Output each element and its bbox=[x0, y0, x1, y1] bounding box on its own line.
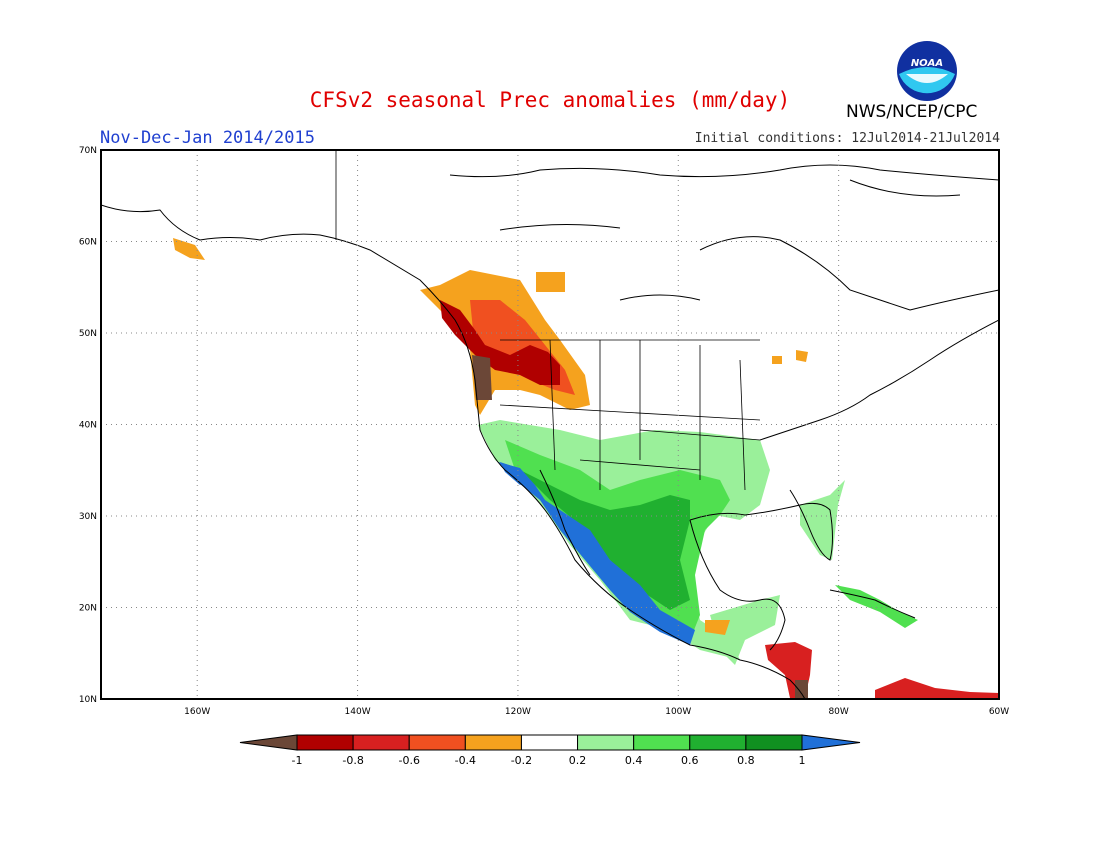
lon-tick-label: 80W bbox=[828, 707, 848, 717]
colorbar-box bbox=[352, 734, 410, 751]
dry-region-orange bbox=[420, 270, 590, 415]
dry-south-america bbox=[875, 678, 999, 699]
colorbar-box bbox=[745, 734, 803, 751]
wet-central-america bbox=[710, 595, 780, 665]
very-wet-mexico-coast bbox=[498, 462, 695, 645]
lat-tick-label: 50N bbox=[79, 329, 97, 339]
colorbar-max-arrow bbox=[801, 734, 861, 751]
coastlines bbox=[101, 164, 999, 699]
lon-tick-label: 140W bbox=[345, 707, 371, 717]
colorbar: -1 -0.8 -0.6 -0.4 -0.2 0.2 0.4 0.6 0.8 1 bbox=[239, 734, 861, 767]
lat-tick-label: 40N bbox=[79, 421, 97, 431]
dry-region-red bbox=[440, 300, 560, 385]
lat-tick-label: 10N bbox=[79, 695, 97, 705]
colorbar-label: 0.4 bbox=[625, 754, 643, 767]
colorbar-box bbox=[689, 734, 747, 751]
colorbar-min-arrow bbox=[239, 734, 298, 751]
colorbar-label: -0.2 bbox=[511, 754, 532, 767]
initial-conditions: Initial conditions: 12Jul2014-21Jul2014 bbox=[694, 131, 1000, 146]
lon-tick-label: 160W bbox=[184, 707, 210, 717]
dry-region-orange-north bbox=[536, 272, 565, 292]
lat-tick-label: 70N bbox=[79, 146, 97, 156]
colorbar-label: 0.2 bbox=[569, 754, 587, 767]
map-frame bbox=[100, 149, 1000, 700]
logo-text: NOAA bbox=[911, 58, 943, 69]
wet-region-south bbox=[478, 420, 770, 660]
wet-region-mexico-medium bbox=[505, 440, 730, 640]
dry-mexico-south bbox=[705, 620, 730, 635]
colorbar-box bbox=[520, 734, 579, 751]
agency-label: NWS/NCEP/CPC bbox=[846, 102, 978, 122]
grid-lines bbox=[101, 150, 999, 699]
dry-great-lakes-2 bbox=[796, 350, 808, 362]
dry-region-redorange bbox=[470, 300, 575, 395]
chart-title: CFSv2 seasonal Prec anomalies (mm/day) bbox=[309, 88, 791, 112]
anomaly-fields bbox=[173, 238, 999, 699]
colorbar-label: -0.4 bbox=[455, 754, 476, 767]
forecast-period: Nov-Dec-Jan 2014/2015 bbox=[100, 128, 315, 148]
lon-tick-label: 100W bbox=[665, 707, 691, 717]
lat-tick-label: 30N bbox=[79, 512, 97, 522]
lon-tick-label: 120W bbox=[505, 707, 531, 717]
colorbar-box bbox=[464, 734, 522, 751]
colorbar-label: -0.6 bbox=[398, 754, 419, 767]
axis-tick-labels: 160W 140W 120W 100W 80W 60W 70N 60N 50N 40N 30N 20N… bbox=[79, 146, 1009, 717]
lat-tick-label: 60N bbox=[79, 238, 97, 248]
lat-tick-label: 20N bbox=[79, 604, 97, 614]
colorbar-label: -1 bbox=[292, 754, 303, 767]
colorbar-label: -0.8 bbox=[342, 754, 363, 767]
very-wet-baja bbox=[500, 462, 530, 485]
wet-region-florida bbox=[800, 480, 845, 560]
colorbar-label: 0.8 bbox=[737, 754, 755, 767]
colorbar-label: 0.6 bbox=[681, 754, 699, 767]
dry-region-alaska bbox=[173, 238, 205, 260]
dry-central-america-brown bbox=[795, 680, 808, 698]
colorbar-box bbox=[408, 734, 466, 751]
lon-tick-label: 60W bbox=[989, 707, 1009, 717]
colorbar-box bbox=[577, 734, 635, 751]
wet-region-mexico-dark bbox=[520, 470, 690, 610]
colorbar-label: 1 bbox=[799, 754, 806, 767]
dry-great-lakes bbox=[772, 356, 782, 364]
state-borders bbox=[335, 150, 761, 491]
dry-central-america bbox=[765, 642, 812, 698]
colorbar-box bbox=[633, 734, 691, 751]
dry-region-brown bbox=[472, 355, 492, 400]
noaa-logo-icon: NOAA bbox=[897, 41, 957, 101]
wet-caribbean bbox=[835, 585, 918, 628]
colorbar-box bbox=[296, 734, 354, 751]
